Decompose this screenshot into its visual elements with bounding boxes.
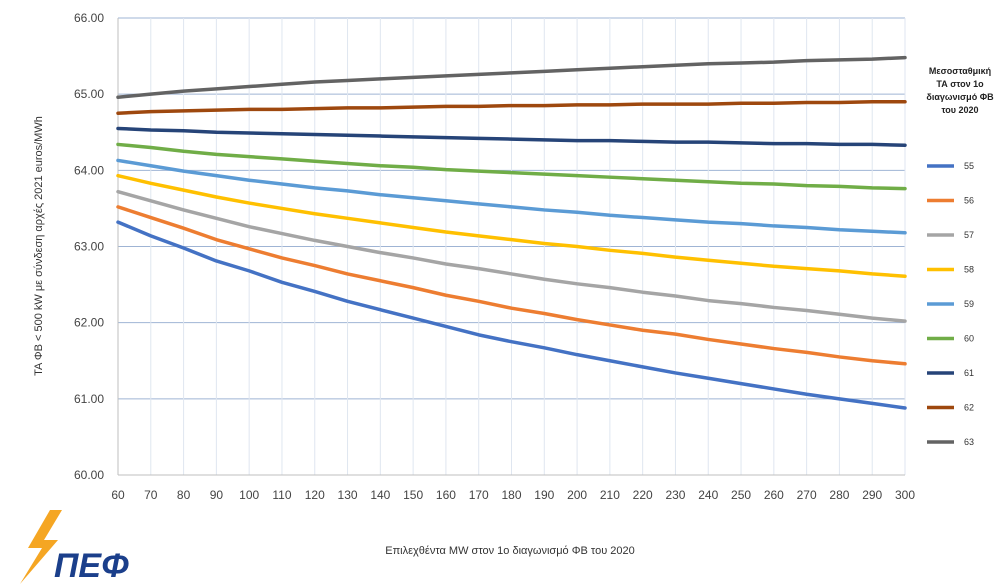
axes (117, 18, 905, 476)
legend-label-55: 55 (964, 161, 974, 171)
x-tick-label: 230 (665, 488, 685, 502)
y-tick-label: 63.00 (74, 240, 104, 254)
legend-label-56: 56 (964, 196, 974, 206)
x-tick-label: 100 (239, 488, 259, 502)
series-line-56 (116, 205, 907, 366)
legend: Μεσοσταθμική ΤΑ στον 1ο διαγωνισμό ΦΒ του 2… (926, 66, 994, 447)
y-tick-label: 60.00 (74, 468, 104, 482)
x-tick-labels: 60 70 80 90 100 110 120 130 140 150 160 170 180 190 20… (111, 488, 915, 502)
y-axis-title: ΤΑ ΦΒ < 500 kW με σύνδεση αρχές 2021 eur… (33, 116, 45, 376)
x-axis-title: Επιλεχθέντα MW στον 1ο διαγωνισμό ΦΒ του… (385, 545, 635, 557)
legend-label-61: 61 (964, 368, 974, 378)
x-tick-label: 120 (305, 488, 325, 502)
series-line-61 (116, 126, 907, 147)
series-line-60 (116, 142, 907, 191)
pef-logo: ΠΕΦ (20, 510, 129, 585)
x-tick-label: 60 (111, 488, 125, 502)
x-tick-label: 260 (764, 488, 784, 502)
y-tick-label: 66.00 (74, 11, 104, 25)
series-lines (116, 55, 907, 410)
y-tick-label: 65.00 (74, 87, 104, 101)
x-tick-label: 130 (338, 488, 358, 502)
legend-label-62: 62 (964, 403, 974, 413)
legend-label-60: 60 (964, 334, 974, 344)
x-tick-label: 110 (272, 488, 291, 502)
x-tick-label: 210 (600, 488, 620, 502)
series-line-55 (116, 220, 907, 410)
x-tick-label: 70 (144, 488, 158, 502)
x-tick-label: 150 (403, 488, 423, 502)
legend-label-58: 58 (964, 265, 974, 275)
x-tick-label: 200 (567, 488, 587, 502)
x-tick-label: 160 (436, 488, 456, 502)
x-tick-label: 220 (633, 488, 653, 502)
y-tick-labels: 60.00 61.00 62.00 63.00 64.00 65.00 66.00 (74, 11, 104, 482)
legend-label-59: 59 (964, 299, 974, 309)
y-tick-label: 64.00 (74, 163, 104, 177)
x-tick-label: 170 (469, 488, 489, 502)
series-line-58 (116, 173, 907, 278)
x-tick-label: 180 (501, 488, 521, 502)
x-tick-label: 90 (210, 488, 224, 502)
x-tick-label: 140 (370, 488, 390, 502)
series-line-62 (116, 100, 907, 115)
legend-label-63: 63 (964, 437, 974, 447)
logo-text: ΠΕΦ (54, 547, 129, 585)
series-line-63 (116, 55, 907, 99)
x-tick-label: 270 (797, 488, 817, 502)
x-tick-label: 250 (731, 488, 751, 502)
x-tick-label: 290 (862, 488, 882, 502)
lightning-bolt-icon (20, 510, 62, 584)
x-tick-label: 190 (534, 488, 554, 502)
y-tick-label: 61.00 (74, 392, 104, 406)
legend-title: Μεσοσταθμική ΤΑ στον 1ο διαγωνισμό ΦΒ του 2… (926, 66, 994, 115)
series-line-57 (116, 189, 907, 323)
x-tick-label: 240 (698, 488, 718, 502)
x-tick-label: 80 (177, 488, 191, 502)
y-tick-label: 62.00 (74, 316, 104, 330)
x-tick-label: 280 (829, 488, 849, 502)
legend-label-57: 57 (964, 230, 974, 240)
x-tick-label: 300 (895, 488, 915, 502)
series-line-59 (116, 158, 907, 235)
